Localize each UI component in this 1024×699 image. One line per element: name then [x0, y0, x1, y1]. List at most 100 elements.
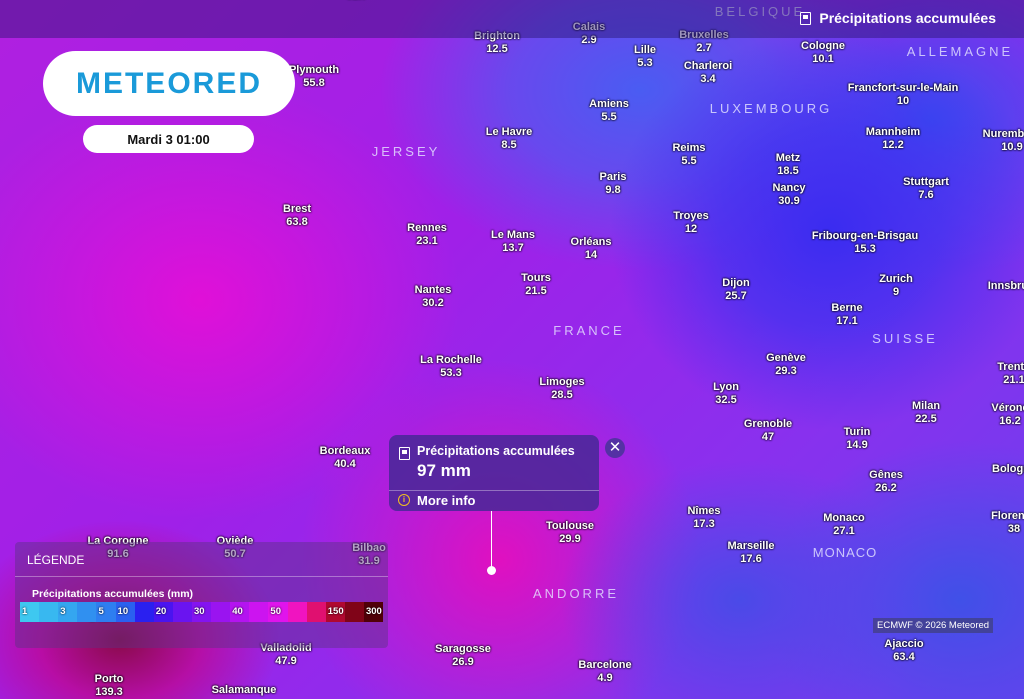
location-pin[interactable]: [487, 566, 496, 575]
city-label: Milan 22.5: [912, 400, 940, 426]
city-name: Nancy: [772, 182, 806, 194]
rain-gauge-icon: [800, 11, 812, 25]
city-name: Innsbruck: [987, 280, 1024, 292]
city-name: Nîmes: [687, 505, 721, 517]
city-label: Limoges 28.5: [539, 376, 584, 402]
city-label: Bordeaux 40.4: [320, 445, 371, 471]
city-name: Charleroi: [683, 60, 733, 72]
city-label: Plymouth 55.8: [289, 64, 339, 90]
city-label: Nîmes 17.3: [687, 505, 720, 531]
city-value: 29.9: [559, 533, 581, 545]
city-value: 21.1: [1003, 374, 1024, 386]
scale-step: 150: [325, 602, 345, 622]
country-label: BELGIQUE: [714, 4, 806, 19]
divider: [15, 576, 388, 577]
city-label: Saragosse 26.9: [435, 643, 491, 669]
info-icon: i: [398, 494, 410, 506]
city-value: 12.5: [486, 43, 508, 55]
city-name: Reims: [672, 142, 706, 154]
city-value: 2.9: [581, 34, 597, 46]
city-value: 55.8: [303, 77, 325, 89]
city-name: Monaco: [823, 512, 865, 524]
city-name: Cologne: [801, 40, 845, 52]
country-label: LUXEMBOURG: [709, 101, 833, 116]
city-value: 63.4: [893, 651, 915, 663]
scale-step: 20: [153, 602, 173, 622]
city-label: Reims 5.5: [672, 142, 705, 168]
city-value: 23.1: [416, 235, 438, 247]
city-name: Rennes: [407, 222, 447, 234]
city-label: Charleroi 3.4: [684, 60, 732, 86]
close-popup-button[interactable]: ✕: [605, 438, 625, 458]
city-value: 38: [1007, 523, 1021, 535]
scale-step: 5: [96, 602, 116, 622]
city-label: Marseille 17.6: [727, 540, 774, 566]
city-label: La Rochelle 53.3: [420, 354, 482, 380]
scale-step: [211, 602, 231, 622]
city-label: Zurich 9: [879, 273, 913, 299]
city-label: Grenoble 47: [744, 418, 792, 444]
city-name: Marseille: [727, 540, 775, 552]
city-label: Orléans 14: [571, 236, 612, 262]
city-value: 91.6: [107, 548, 129, 560]
city-name: Grenoble: [743, 418, 793, 430]
city-value: 5.5: [681, 155, 697, 167]
city-label: Cologne 10.1: [801, 40, 845, 66]
country-label: SUISSE: [872, 331, 938, 346]
city-value: 31.9: [358, 555, 380, 567]
city-value: 18.5: [777, 165, 799, 177]
city-value: 7.6: [918, 189, 934, 201]
city-value: 15.3: [854, 243, 876, 255]
scale-step: 10: [115, 602, 135, 622]
city-label: Francfort-sur-le-Main 10: [848, 82, 959, 108]
city-name: Trento: [997, 361, 1024, 373]
city-name: Genève: [766, 352, 806, 364]
layer-title[interactable]: Précipitations accumulées: [800, 10, 996, 26]
city-label: Salamanque: [212, 684, 277, 697]
city-name: Fribourg-en-Brisgau: [811, 230, 919, 242]
city-value: 5.5: [601, 111, 617, 123]
city-name: Nuremberg: [982, 128, 1024, 140]
city-value: 5.3: [637, 57, 653, 69]
city-name: Ajaccio: [884, 638, 924, 650]
scale-step: 30: [191, 602, 212, 622]
city-value: 26.2: [875, 482, 897, 494]
city-name: Saragosse: [435, 643, 491, 655]
city-name: Plymouth: [288, 64, 340, 76]
city-name: Gênes: [869, 469, 903, 481]
city-label: Nancy 30.9: [772, 182, 805, 208]
city-value: 3.4: [700, 73, 716, 85]
divider: [389, 490, 599, 491]
country-label: MONACO: [812, 545, 878, 560]
city-label: Vérone16.2: [991, 402, 1024, 428]
city-label: Fribourg-en-Brisgau 15.3: [812, 230, 918, 256]
rain-gauge-icon: [399, 447, 410, 460]
city-label: Lille 5.3: [634, 44, 656, 70]
city-label: Troyes 12: [673, 210, 708, 236]
city-label: Le Havre 8.5: [486, 126, 532, 152]
city-value: 139.3: [95, 686, 123, 698]
city-name: Barcelone: [578, 659, 632, 671]
city-value: 17.1: [836, 315, 858, 327]
city-label: Barcelone 4.9: [578, 659, 631, 685]
city-label: Genève 29.3: [766, 352, 806, 378]
city-label: Turin 14.9: [844, 426, 871, 452]
city-label: Valladolid 47.9: [260, 642, 311, 668]
more-info-link[interactable]: More info: [417, 493, 476, 508]
city-value: 40.4: [334, 458, 356, 470]
city-value: 2.7: [696, 42, 712, 54]
meteored-logo[interactable]: METEORED: [43, 51, 295, 116]
city-value: 50.7: [224, 548, 246, 560]
city-name: Oviède: [216, 535, 254, 547]
city-value: 17.6: [740, 553, 762, 565]
scale-step: 1: [20, 602, 40, 622]
popup-value: 97 mm: [417, 461, 471, 480]
city-name: Turin: [843, 426, 871, 438]
city-label: Nuremberg10.9: [983, 128, 1024, 154]
scale-step: [287, 602, 307, 622]
city-label: Rennes 23.1: [407, 222, 447, 248]
city-label: Gênes 26.2: [869, 469, 903, 495]
city-label: Stuttgart 7.6: [903, 176, 949, 202]
city-label: Calais 2.9: [573, 21, 605, 47]
